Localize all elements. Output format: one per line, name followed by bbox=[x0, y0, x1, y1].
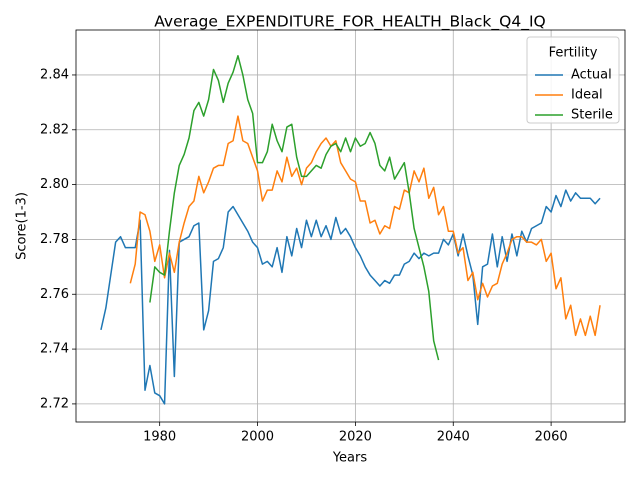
x-tick-label: 2000 bbox=[241, 430, 274, 445]
legend-label: Ideal bbox=[571, 88, 603, 103]
x-tick-label: 1980 bbox=[143, 430, 176, 445]
plot-frame bbox=[75, 29, 626, 423]
y-tick-label: 2.72 bbox=[40, 396, 69, 411]
line-series bbox=[100, 189, 601, 405]
y-tick-label: 2.78 bbox=[40, 232, 69, 247]
y-tick-label: 2.80 bbox=[40, 177, 69, 192]
line-series bbox=[129, 115, 601, 337]
legend-label: Actual bbox=[571, 68, 612, 83]
chart-title: Average_EXPENDITURE_FOR_HEALTH_Black_Q4_… bbox=[154, 13, 546, 32]
x-tick-label: 2040 bbox=[437, 430, 470, 445]
y-tick-label: 2.82 bbox=[40, 122, 69, 137]
line-series bbox=[149, 55, 440, 361]
legend: Fertility Actual Ideal Sterile bbox=[526, 36, 620, 124]
legend-box bbox=[526, 36, 620, 124]
legend-label: Sterile bbox=[571, 108, 613, 123]
x-axis-label: Years bbox=[332, 451, 368, 466]
legend-title: Fertility bbox=[549, 46, 598, 61]
x-tick-label: 2020 bbox=[339, 430, 372, 445]
y-tick-label: 2.84 bbox=[40, 67, 69, 82]
x-tick-label: 2060 bbox=[535, 430, 568, 445]
y-tick-label: 2.74 bbox=[40, 342, 69, 357]
y-axis-label: Score(1-3) bbox=[15, 192, 30, 260]
y-tick-label: 2.76 bbox=[40, 287, 69, 302]
